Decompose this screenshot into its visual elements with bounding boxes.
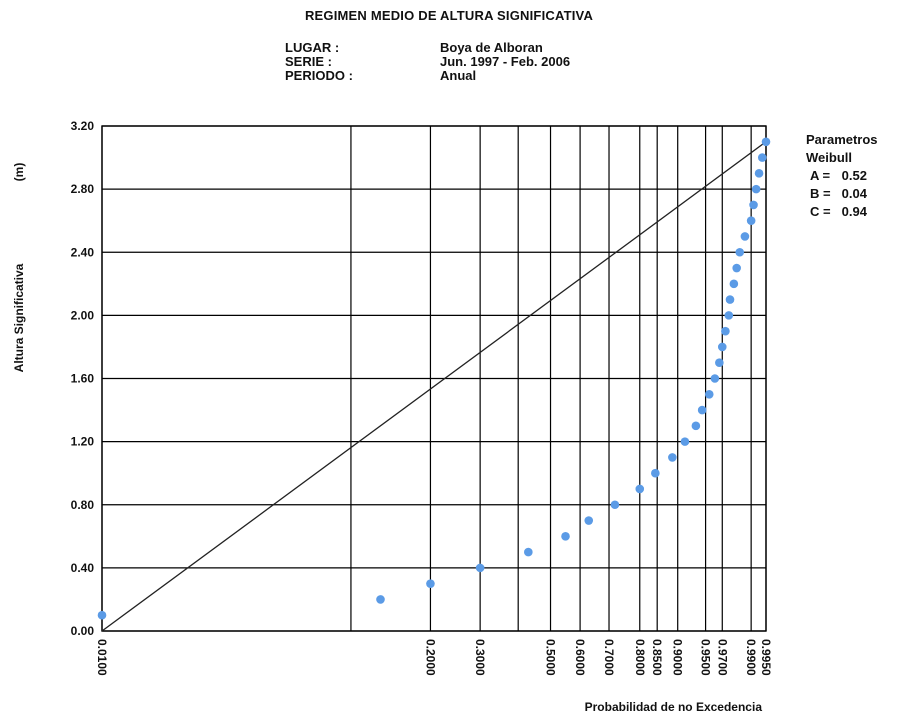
param-key: A = bbox=[810, 168, 831, 183]
x-tick-label: 0.5000 bbox=[544, 639, 558, 676]
data-point bbox=[610, 500, 620, 510]
weibull-fit-line bbox=[101, 141, 767, 632]
param-row-b: B = 0.04 bbox=[806, 185, 878, 203]
y-tick-label: 2.00 bbox=[71, 308, 95, 322]
meta-value-periodo: Anual bbox=[440, 68, 477, 83]
chart-title: REGIMEN MEDIO DE ALTURA SIGNIFICATIVA bbox=[304, 8, 594, 23]
data-points bbox=[97, 137, 771, 620]
data-point bbox=[735, 247, 745, 257]
data-point bbox=[721, 326, 730, 336]
data-point bbox=[97, 610, 107, 620]
x-tick-label: 0.2000 bbox=[423, 639, 437, 676]
x-tick-label: 0.9950 bbox=[759, 639, 773, 676]
params-title-line2: Weibull bbox=[806, 150, 852, 165]
data-point bbox=[746, 216, 756, 225]
data-point bbox=[761, 137, 771, 147]
y-tick-label: 0.80 bbox=[71, 498, 95, 512]
meta-labels: LUGAR : SERIE : PERIODO : bbox=[285, 41, 353, 83]
grid bbox=[101, 125, 767, 632]
x-tick-label: 0.8000 bbox=[633, 639, 647, 676]
data-point bbox=[717, 342, 727, 352]
fit-line-layer bbox=[101, 141, 767, 632]
data-point bbox=[691, 421, 701, 431]
data-point bbox=[757, 153, 767, 162]
meta-value-lugar: Boya de Alboran bbox=[440, 40, 543, 55]
x-axis-label: Probabilidad de no Excedencia bbox=[585, 700, 763, 714]
data-point bbox=[635, 484, 645, 494]
data-point bbox=[524, 547, 533, 557]
param-key: B = bbox=[810, 186, 831, 201]
y-tick-label: 2.80 bbox=[71, 182, 95, 196]
data-point bbox=[426, 579, 435, 588]
data-point bbox=[724, 311, 734, 320]
param-value: 0.04 bbox=[841, 186, 867, 201]
data-point bbox=[725, 295, 735, 304]
data-point bbox=[715, 358, 724, 368]
data-point bbox=[668, 453, 677, 462]
y-tick-label: 0.00 bbox=[71, 624, 95, 638]
x-tick-label: 0.9500 bbox=[699, 639, 713, 676]
param-key: C = bbox=[810, 204, 831, 219]
y-axis-unit: (m) bbox=[12, 163, 26, 182]
param-value: 0.52 bbox=[841, 168, 867, 183]
x-tick-label: 0.8500 bbox=[650, 639, 664, 676]
param-row-a: A = 0.52 bbox=[806, 167, 878, 185]
y-tick-label: 1.20 bbox=[71, 435, 95, 449]
x-tick-label: 0.9900 bbox=[744, 639, 758, 676]
data-point bbox=[475, 563, 485, 573]
x-tick-label: 0.3000 bbox=[473, 639, 487, 676]
data-point bbox=[710, 374, 720, 383]
meta-label-periodo: PERIODO : bbox=[285, 68, 353, 83]
y-tick-label: 0.40 bbox=[71, 561, 95, 575]
tick-labels: 0.00 0.40 0.80 1.20 1.60 2.00 2.40 2.80 3.20 0.01… bbox=[71, 119, 773, 676]
x-tick-label: 0.9000 bbox=[671, 639, 685, 676]
meta-values: Boya de Alboran Jun. 1997 - Feb. 2006 An… bbox=[440, 41, 570, 83]
weibull-parameters: Parametros Weibull A = 0.52 B = 0.04 C =… bbox=[806, 131, 878, 221]
y-tick-label: 2.40 bbox=[71, 245, 95, 259]
x-tick-label: 0.9700 bbox=[715, 639, 729, 676]
data-point bbox=[732, 263, 741, 273]
data-point bbox=[651, 468, 660, 478]
meta-value-serie: Jun. 1997 - Feb. 2006 bbox=[440, 54, 571, 69]
meta-label-lugar: LUGAR : bbox=[285, 40, 340, 55]
data-point bbox=[740, 232, 750, 241]
x-tick-label: 0.6000 bbox=[573, 639, 587, 676]
param-value: 0.94 bbox=[841, 204, 867, 219]
data-point bbox=[561, 532, 570, 541]
x-tick-label: 0.0100 bbox=[95, 639, 109, 676]
data-point bbox=[729, 279, 739, 289]
x-tick-label: 0.7000 bbox=[602, 639, 616, 676]
data-point bbox=[376, 595, 385, 604]
data-point bbox=[751, 184, 761, 194]
data-point bbox=[749, 200, 758, 210]
params-title-line1: Parametros bbox=[806, 132, 878, 147]
meta-label-serie: SERIE : bbox=[285, 54, 332, 69]
y-tick-label: 3.20 bbox=[71, 119, 95, 133]
data-point bbox=[704, 389, 714, 399]
y-tick-label: 1.60 bbox=[71, 372, 95, 386]
y-axis-label: Altura Significativa bbox=[12, 263, 26, 372]
data-point bbox=[584, 516, 594, 525]
data-point bbox=[680, 437, 690, 446]
data-point bbox=[697, 405, 707, 415]
param-row-c: C = 0.94 bbox=[806, 203, 878, 221]
data-point bbox=[754, 169, 764, 178]
